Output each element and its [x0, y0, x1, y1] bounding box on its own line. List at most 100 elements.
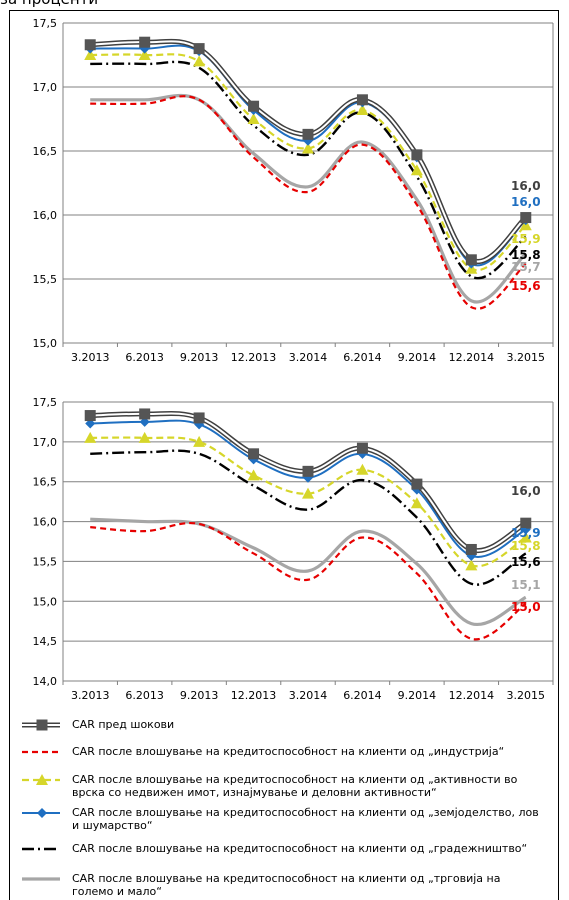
y-tick-label: 16,5 — [33, 476, 58, 489]
marker-shocks — [139, 36, 151, 48]
marker-realestate — [138, 431, 151, 443]
marker-realestate — [247, 469, 260, 481]
marker-realestate — [84, 431, 97, 443]
data-label-realestate: 15,8 — [511, 539, 541, 553]
series-shocks — [84, 36, 532, 266]
legend-label: CAR после влошување на кредитоспособност… — [72, 842, 528, 855]
x-tick-label: 9.2014 — [398, 689, 437, 702]
y-tick-label: 15,5 — [33, 555, 58, 568]
x-tick-label: 12.2013 — [231, 689, 277, 702]
y-tick-label: 16,5 — [33, 145, 58, 158]
y-tick-label: 17,0 — [33, 81, 58, 94]
x-tick-label: 3.2014 — [289, 689, 328, 702]
y-tick-label: 15,0 — [33, 595, 58, 608]
legend-label: CAR пред шокови — [72, 718, 175, 731]
data-label-industry: 15,0 — [511, 600, 541, 614]
x-tick-label: 3.2013 — [71, 689, 110, 702]
marker-shocks — [465, 543, 477, 555]
series-line-construction — [90, 449, 527, 586]
marker-realestate — [356, 104, 369, 116]
legend-label: CAR после влошување на кредитоспособност… — [72, 745, 505, 758]
marker-shocks — [520, 212, 532, 224]
legend-symbol-agriculture — [22, 808, 60, 818]
series-trade — [90, 517, 527, 627]
x-tick-label: 12.2014 — [449, 351, 495, 364]
marker-realestate — [302, 142, 314, 154]
series-realestate — [84, 431, 532, 571]
marker-shocks — [193, 412, 205, 424]
series-line-trade — [90, 93, 527, 304]
marker-realestate — [302, 487, 314, 499]
series-line-construction — [90, 60, 527, 280]
marker-realestate — [519, 531, 532, 543]
x-tick-label: 12.2014 — [449, 689, 495, 702]
series-industry — [90, 521, 527, 641]
y-tick-label: 15,0 — [33, 337, 58, 350]
marker-shocks — [465, 254, 477, 266]
marker-shocks — [193, 43, 205, 55]
data-label-trade: 15,1 — [511, 578, 541, 592]
data-label-industry: 15,6 — [511, 279, 541, 293]
data-label-agriculture: 16,0 — [511, 195, 541, 209]
series-line-trade — [90, 517, 527, 627]
x-tick-label: 3.2013 — [71, 351, 110, 364]
marker-realestate — [247, 113, 260, 124]
marker-realestate — [193, 435, 206, 447]
series-construction — [90, 60, 527, 280]
series-realestate — [84, 49, 532, 274]
marker-shocks — [520, 517, 532, 529]
marker-realestate — [356, 463, 369, 475]
x-tick-label: 9.2014 — [398, 351, 437, 364]
x-tick-label: 6.2014 — [343, 351, 382, 364]
x-tick-label: 3.2015 — [507, 689, 546, 702]
data-label-shocks: 16,0 — [511, 484, 541, 498]
marker-realestate — [193, 55, 206, 67]
marker-shocks — [248, 448, 260, 460]
figure-frame — [9, 10, 559, 900]
marker-agriculture — [357, 448, 368, 459]
legend-label: CAR после влошување на кредитоспособност… — [72, 806, 539, 832]
marker-shocks — [411, 149, 423, 161]
y-tick-label: 16,0 — [33, 209, 58, 222]
x-tick-label: 6.2013 — [125, 351, 164, 364]
marker-agriculture — [520, 524, 531, 535]
y-tick-label: 15,5 — [33, 273, 58, 286]
x-tick-label: 12.2013 — [231, 351, 277, 364]
series-industry — [90, 95, 527, 310]
series-line-shocks-core — [90, 40, 527, 263]
series-line-industry — [90, 95, 527, 310]
marker-realestate — [84, 49, 97, 60]
y-tick-label: 17,0 — [33, 436, 58, 449]
x-tick-label: 9.2013 — [180, 351, 219, 364]
legend-label: CAR после влошување на кредитоспособност… — [72, 773, 518, 799]
legend-symbol-trade — [22, 877, 60, 881]
marker-realestate — [465, 559, 478, 571]
series-shocks — [84, 408, 532, 555]
series-line-realestate — [90, 436, 527, 568]
x-tick-label: 3.2015 — [507, 351, 546, 364]
series-line-realestate — [90, 53, 527, 272]
marker-shocks — [356, 442, 368, 454]
data-label-construction: 15,8 — [511, 248, 541, 262]
legend-symbol-industry — [22, 750, 60, 754]
marker-shocks — [356, 94, 368, 106]
chart-bottom: 14,0 14,5 15,0 15,5 16,0 16,5 17,0 17,5 3.2013 6.… — [33, 396, 554, 702]
marker-shocks — [302, 465, 314, 477]
legend-symbol-realestate — [22, 774, 60, 785]
legend-marker-agriculture — [37, 808, 47, 818]
marker-shocks — [248, 100, 260, 112]
series-line-agriculture — [90, 419, 527, 558]
legend-symbol-construction — [22, 847, 60, 851]
x-tick-label: 9.2013 — [180, 689, 219, 702]
y-tick-label: 17,5 — [33, 396, 58, 409]
series-construction — [90, 449, 527, 586]
y-tick-label: 16,0 — [33, 516, 58, 529]
y-tick-label: 14,5 — [33, 635, 58, 648]
x-tick-label: 6.2013 — [125, 689, 164, 702]
marker-realestate — [138, 49, 151, 60]
marker-shocks — [84, 410, 96, 422]
y-tick-label: 17,5 — [33, 17, 58, 30]
series-agriculture — [85, 43, 531, 269]
marker-shocks — [411, 478, 423, 490]
marker-agriculture — [139, 416, 150, 427]
